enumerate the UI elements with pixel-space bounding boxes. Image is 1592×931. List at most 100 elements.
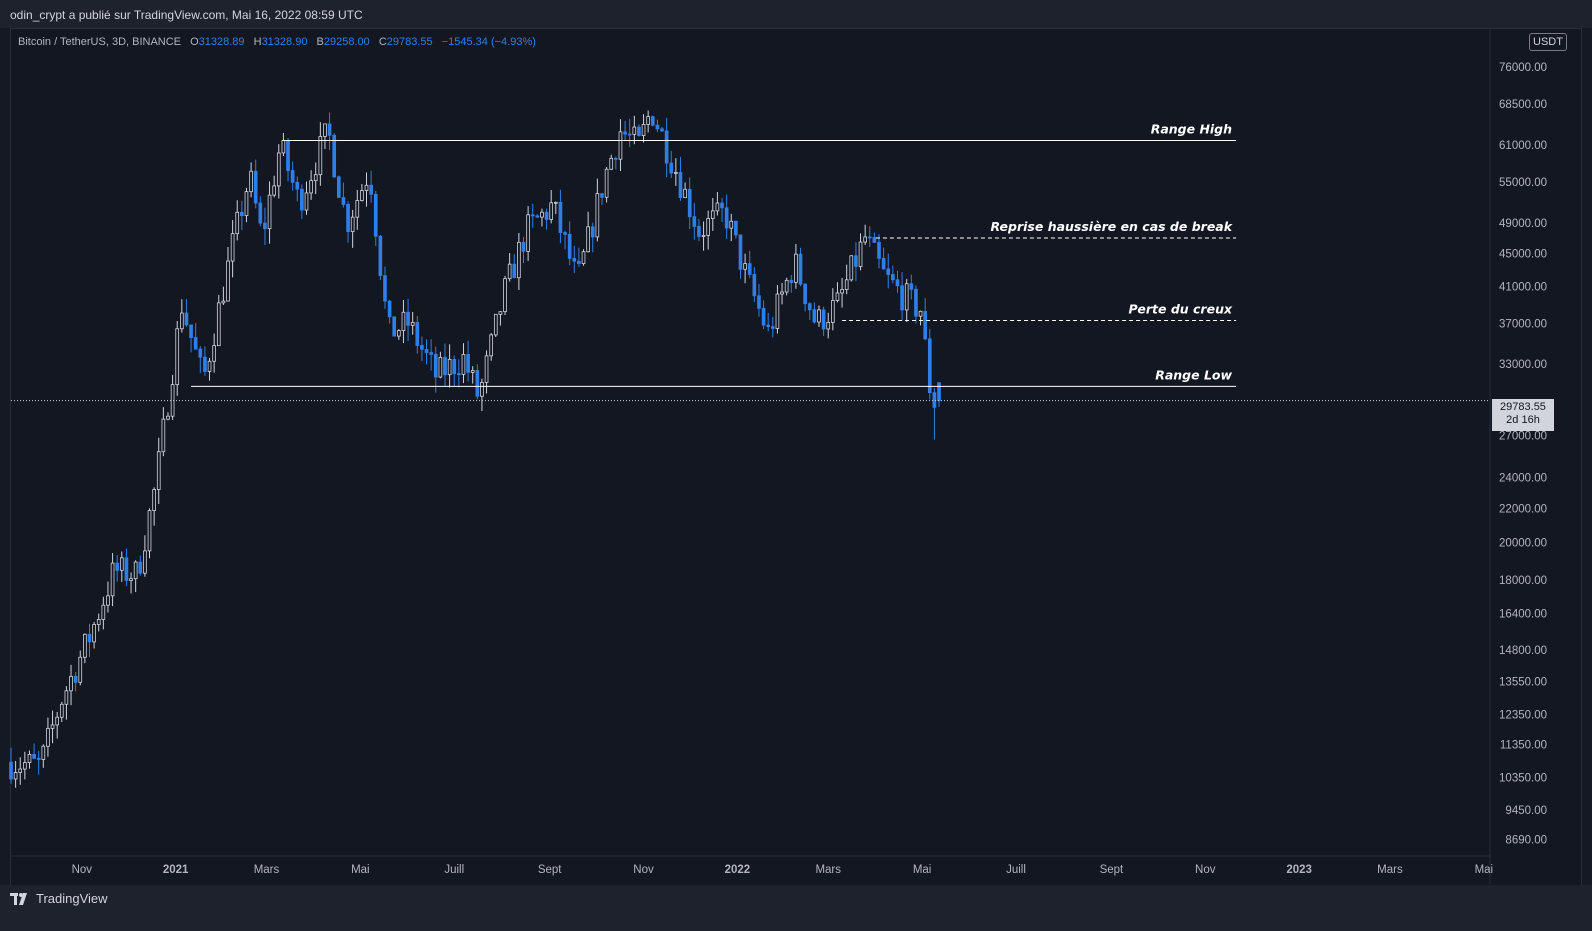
candle-body [618,131,623,160]
candle-body [272,185,277,196]
x-tick-label: Mai [913,864,932,876]
candle-body [138,561,143,574]
x-tick-label: Mai [351,864,370,876]
candle-body [752,274,757,297]
x-tick-label: Mars [815,864,841,876]
candle-body [572,257,577,262]
brand-name: TradingView [36,891,108,906]
candle-body [729,220,734,229]
candle-body [817,309,821,323]
candle-body [849,255,854,281]
x-tick-label: Juill [1006,864,1026,876]
candle-body [678,172,683,198]
candle-body [346,204,350,232]
candle-body [674,172,678,174]
candle-body [627,133,632,136]
candle-body [600,193,604,198]
candle-body [387,300,392,318]
candle-body [526,214,530,252]
y-tick-label: 55000.00 [1499,177,1547,189]
candle-body [858,241,863,267]
candle-body [424,348,429,353]
candle-body [96,618,101,625]
candle-body [290,170,295,183]
candle-body [92,624,96,643]
x-tick-label: 2023 [1286,864,1312,876]
y-tick-label: 22000.00 [1499,504,1547,516]
y-tick-label: 68500.00 [1499,99,1547,111]
x-tick-label: Mars [1377,864,1403,876]
perte-du-creux-label: Perte du creux [1129,301,1233,316]
high-label: H [253,36,262,48]
x-tick-label: Sept [1100,864,1124,876]
candle-body [147,510,152,552]
candle-body [221,300,226,304]
candle-body [757,295,761,309]
range-low-label: Range Low [1155,367,1232,382]
candle-body [152,489,156,511]
candle-body [267,194,272,230]
candle-body [41,745,46,760]
currency-badge[interactable]: USDT [1529,33,1567,51]
candle-body [429,352,433,355]
symbol-name[interactable]: Bitcoin / TetherUS, 3D, BINANCE [18,36,182,48]
candle-body [493,313,498,336]
candle-body [904,283,909,311]
candle-body [101,604,106,620]
open-label: O [190,36,199,48]
y-tick-label: 16400.00 [1499,608,1547,620]
candle-body [230,233,235,262]
candle-body [216,302,221,347]
candle-body [180,312,184,330]
candle-body [687,188,692,218]
candle-body [530,214,535,217]
candle-body [553,201,558,204]
candle-body [567,233,572,259]
candle-body [235,211,240,235]
last-price-value: 29783.55 [1500,401,1546,413]
open-value: 31328.89 [198,36,245,48]
candle-body [286,140,290,171]
candle-body [184,312,189,326]
candle-body [706,218,711,236]
candle-body [784,279,789,293]
candle-body [558,201,563,233]
candle-body [623,131,627,135]
candle-body [36,757,41,760]
candle-body [461,354,466,375]
candle-body [540,211,544,218]
candle-body [443,357,447,376]
candle-body [738,234,743,270]
candle-body [507,263,512,280]
candle-body [397,330,401,337]
y-tick-label: 27000.00 [1499,431,1547,443]
candle-body [886,268,891,275]
candle-body [323,123,327,137]
candle-body [637,126,641,136]
y-tick-label: 61000.00 [1499,140,1547,152]
reprise-haussiere-label: Reprise haussière en cas de break [991,219,1233,234]
candle-body [577,260,581,265]
last-price-label: 29783.55 2d 16h [1492,399,1554,431]
symbol-legend: Bitcoin / TetherUS, 3D, BINANCE O31328.8… [18,36,536,48]
candle-body [891,274,895,281]
x-tick-label: Nov [1195,864,1216,876]
candle-body [683,188,687,198]
y-tick-label: 76000.00 [1499,62,1547,74]
chart-frame[interactable] [10,28,1582,898]
candle-body [50,724,55,729]
candle-body [720,202,724,209]
candle-body [143,550,147,574]
candle-body [609,157,614,170]
candle-body [517,241,521,279]
candle-body [775,293,780,329]
candle-body [803,283,807,305]
candle-body [867,236,872,239]
candle-body [927,338,932,394]
candle-body [55,716,60,726]
y-tick-label: 12350.00 [1499,709,1547,721]
tradingview-logo[interactable]: TradingView [10,891,108,906]
candle-body [835,292,840,301]
candle-body [521,241,526,252]
